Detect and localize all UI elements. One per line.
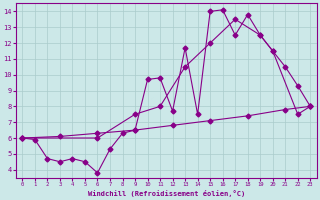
X-axis label: Windchill (Refroidissement éolien,°C): Windchill (Refroidissement éolien,°C) — [88, 190, 245, 197]
